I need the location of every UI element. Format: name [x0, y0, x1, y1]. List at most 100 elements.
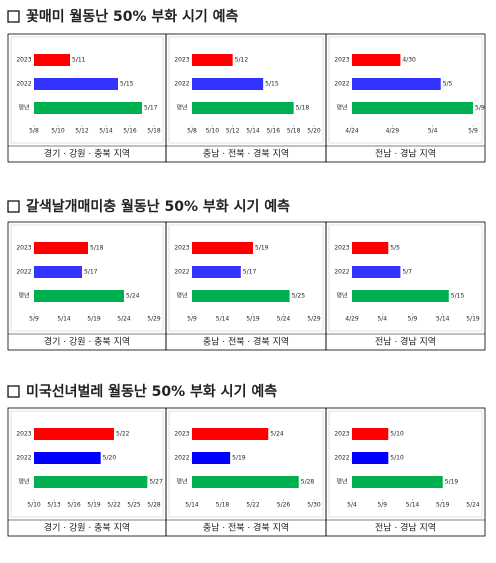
x-tick-label: 5/24	[117, 316, 131, 323]
bar	[34, 102, 142, 114]
bar	[192, 428, 269, 440]
x-tick-label: 5/10	[51, 128, 65, 135]
bar	[34, 290, 124, 302]
value-label: 5/19	[445, 479, 459, 486]
x-tick-label: 5/18	[147, 128, 161, 135]
value-label: 4/30	[402, 57, 416, 64]
x-tick-label: 5/19	[466, 316, 480, 323]
bar	[34, 428, 114, 440]
plot-frame	[168, 36, 324, 144]
category-label: 2022	[16, 81, 31, 88]
value-label: 5/15	[451, 293, 465, 300]
x-tick-label: 5/9	[29, 316, 39, 323]
bar	[192, 290, 290, 302]
x-tick-label: 5/12	[75, 128, 89, 135]
value-label: 5/10	[390, 431, 404, 438]
region-label: 충남 · 전북 · 경북 지역	[203, 522, 289, 534]
x-tick-label: 5/8	[187, 128, 197, 135]
x-tick-label: 5/22	[107, 502, 121, 509]
value-label: 5/12	[235, 57, 249, 64]
value-label: 5/20	[103, 455, 117, 462]
plot-frame	[10, 410, 164, 518]
x-tick-label: 5/14	[246, 128, 260, 135]
value-label: 5/25	[292, 293, 306, 300]
x-tick-label: 5/30	[307, 502, 321, 509]
value-label: 5/15	[265, 81, 279, 88]
region-label: 경기 · 강원 · 충북 지역	[44, 522, 130, 534]
value-label: 5/11	[72, 57, 86, 64]
x-tick-label: 5/9	[377, 502, 387, 509]
value-label: 5/19	[255, 245, 269, 252]
section-title: 꽃매미 월동난 50% 부화 시기 예측	[26, 8, 239, 25]
bar	[34, 266, 82, 278]
plot-frame	[10, 36, 164, 144]
region-label: 경기 · 강원 · 충북 지역	[44, 148, 130, 160]
x-tick-label: 5/25	[127, 502, 141, 509]
category-label: 2022	[174, 455, 189, 462]
category-label: 2022	[174, 269, 189, 276]
plot-frame	[328, 410, 483, 518]
category-label: 평년	[336, 104, 347, 112]
plot-frame	[328, 36, 483, 144]
x-tick-label: 5/9	[408, 316, 418, 323]
bar	[34, 78, 118, 90]
bar	[192, 476, 299, 488]
bar	[192, 452, 231, 464]
bar	[352, 452, 389, 464]
x-tick-label: 5/8	[29, 128, 39, 135]
value-label: 5/17	[144, 105, 158, 112]
category-label: 2023	[174, 245, 189, 252]
x-tick-label: 5/19	[87, 316, 101, 323]
bar	[34, 476, 148, 488]
section-title: 갈색날개매미충 월동난 50% 부화 시기 예측	[26, 198, 290, 215]
bar	[352, 78, 441, 90]
value-label: 5/17	[243, 269, 257, 276]
value-label: 5/24	[126, 293, 140, 300]
x-tick-label: 5/16	[67, 502, 81, 509]
checkbox-icon	[7, 200, 20, 213]
x-tick-label: 5/4	[428, 128, 438, 135]
bar	[192, 78, 264, 90]
category-label: 평년	[176, 104, 187, 112]
panel-frame	[325, 33, 486, 163]
value-label: 5/10	[390, 455, 404, 462]
x-tick-label: 5/14	[57, 316, 71, 323]
category-label: 2023	[334, 245, 349, 252]
x-tick-label: 5/14	[216, 316, 230, 323]
x-tick-label: 5/12	[226, 128, 240, 135]
bar	[34, 54, 70, 66]
category-label: 2022	[334, 455, 349, 462]
value-label: 5/18	[90, 245, 104, 252]
checkbox-icon	[7, 10, 20, 23]
x-tick-label: 5/16	[267, 128, 281, 135]
bar	[192, 102, 294, 114]
category-label: 평년	[336, 292, 347, 300]
x-tick-label: 5/16	[123, 128, 137, 135]
x-tick-label: 5/13	[47, 502, 61, 509]
x-tick-label: 5/10	[27, 502, 41, 509]
category-label: 평년	[176, 292, 187, 300]
category-label: 2022	[334, 81, 349, 88]
region-label: 전남 · 경남 지역	[375, 522, 436, 534]
category-label: 2022	[16, 455, 31, 462]
bar	[352, 290, 449, 302]
value-label: 5/27	[149, 479, 163, 486]
category-label: 2022	[174, 81, 189, 88]
region-label: 전남 · 경남 지역	[375, 336, 436, 348]
category-label: 평년	[18, 478, 29, 486]
region-label: 전남 · 경남 지역	[375, 148, 436, 160]
x-tick-label: 5/4	[347, 502, 357, 509]
x-tick-label: 5/20	[307, 128, 321, 135]
bar	[34, 452, 101, 464]
plot-frame	[10, 224, 164, 332]
category-label: 2023	[334, 431, 349, 438]
category-label: 평년	[336, 478, 347, 486]
value-label: 5/9	[475, 105, 485, 112]
plot-frame	[168, 410, 324, 518]
plot-frame	[168, 224, 324, 332]
x-tick-label: 5/18	[216, 502, 230, 509]
bar	[352, 476, 443, 488]
category-label: 평년	[18, 104, 29, 112]
value-label: 5/7	[402, 269, 412, 276]
